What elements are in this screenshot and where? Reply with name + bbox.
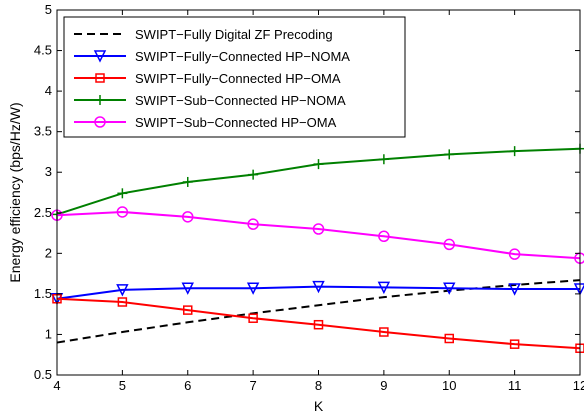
y-tick-label: 1: [45, 326, 52, 341]
data-point: [181, 282, 194, 295]
plot-frame: [56, 9, 581, 376]
legend-entry: SWIPT−Sub−Connected HP−OMA: [74, 115, 337, 130]
data-point: [312, 280, 325, 294]
data-point: [378, 230, 390, 243]
data-point: [117, 188, 128, 199]
data-point: [444, 333, 454, 344]
legend-marker: [94, 116, 106, 128]
y-tick-label: 2.5: [34, 205, 52, 220]
series-2: [52, 294, 584, 353]
legend-entry: SWIPT−Sub−Connected HP−NOMA: [74, 93, 346, 108]
data-point: [508, 283, 521, 296]
y-tick-label: 0.5: [34, 367, 52, 382]
x-tick-label: 6: [184, 378, 191, 393]
x-tick-label: 4: [53, 378, 60, 393]
x-tick-label: 11: [508, 378, 522, 393]
data-point: [443, 238, 455, 251]
series-line: [56, 297, 581, 350]
legend: SWIPT−Fully Digital ZF Precoding SWIPT−Fu…: [63, 16, 406, 138]
data-point: [182, 176, 193, 187]
legend-label: SWIPT−Sub−Connected HP−NOMA: [135, 93, 346, 108]
x-axis-label: K: [314, 398, 324, 414]
legend-label: SWIPT−Fully−Connected HP−NOMA: [135, 49, 350, 64]
data-point: [443, 282, 456, 295]
y-tick-label: 2: [45, 245, 52, 260]
series-0: [56, 279, 581, 344]
y-tick-label: 4.5: [34, 43, 52, 58]
data-point: [183, 305, 193, 315]
data-point: [378, 154, 389, 165]
data-point: [509, 339, 520, 349]
series-line: [56, 285, 580, 300]
data-point: [508, 248, 521, 260]
legend-entry: SWIPT−Fully−Connected HP−OMA: [74, 71, 341, 86]
legend-entry: SWIPT−Fully Digital ZF Precoding: [74, 27, 333, 42]
data-point: [116, 284, 129, 297]
y-axis-label: Energy efficiency (bps/Hz/W): [7, 102, 23, 282]
x-tick-label: 10: [442, 378, 456, 393]
data-point: [313, 319, 324, 330]
data-point: [117, 297, 128, 307]
legend-entry: SWIPT−Fully−Connected HP−NOMA: [74, 49, 350, 64]
data-point: [379, 327, 389, 337]
data-point: [509, 146, 520, 157]
data-point: [247, 218, 259, 230]
data-point: [377, 281, 391, 295]
legend-label: SWIPT−Fully Digital ZF Precoding: [135, 27, 333, 42]
series-line: [56, 210, 581, 260]
legend-marker: [93, 50, 107, 63]
legend-label: SWIPT−Fully−Connected HP−OMA: [135, 71, 341, 86]
data-point: [313, 159, 324, 170]
legend-label: SWIPT−Sub−Connected HP−OMA: [135, 115, 337, 130]
series-line: [56, 279, 581, 344]
data-point: [248, 313, 258, 323]
data-point: [444, 149, 455, 160]
legend-marker: [95, 73, 105, 83]
x-tick-label: 5: [119, 378, 126, 393]
y-tick-label: 4: [45, 83, 52, 98]
legend-marker: [95, 95, 105, 105]
data-point: [246, 282, 260, 295]
data-point: [116, 206, 129, 218]
x-tick-label: 8: [315, 378, 322, 393]
y-tick-label: 5: [45, 2, 52, 17]
data-point: [312, 223, 325, 235]
ticks-layer: 4 5 6 7 8 9 10 11 12 0.5 1 1.5 2 2.5 3 3.5 4 4.5 5: [34, 2, 584, 393]
data-point: [248, 169, 259, 180]
data-point: [182, 211, 194, 223]
y-tick-label: 1.5: [34, 286, 52, 301]
x-tick-label: 9: [380, 378, 387, 393]
x-tick-label: 12: [573, 378, 584, 393]
y-tick-label: 3.5: [34, 124, 52, 139]
y-tick-label: 3: [45, 164, 52, 179]
x-tick-label: 7: [250, 378, 257, 393]
